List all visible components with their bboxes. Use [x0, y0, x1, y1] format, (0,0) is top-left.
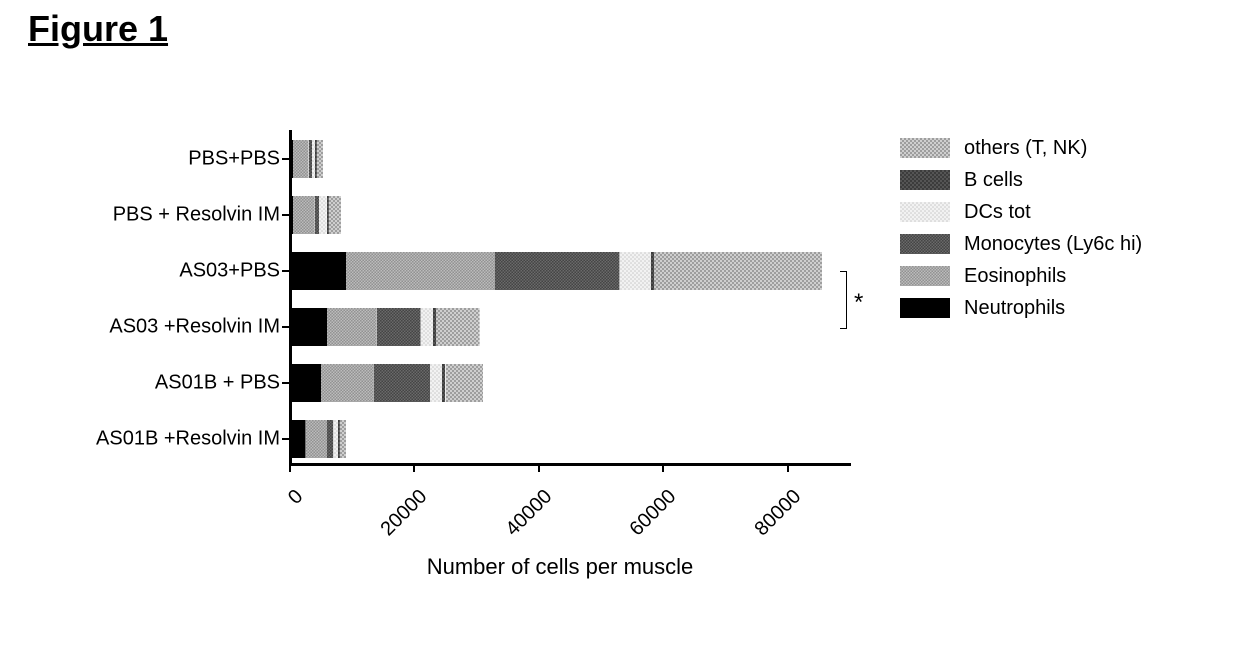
bar-segment: [436, 308, 480, 346]
bar-segment: [446, 364, 483, 402]
bar-segment: [620, 252, 651, 290]
bar-segment: [329, 196, 341, 234]
bar-segment: [290, 420, 306, 458]
legend-item: B cells: [900, 164, 1142, 196]
y-category-label: PBS + Resolvin IM: [0, 204, 280, 227]
x-tick-mark: [289, 464, 291, 472]
x-tick-mark: [662, 464, 664, 472]
bar-row: [290, 140, 323, 178]
x-tick-label: 20000: [360, 485, 433, 558]
y-category-label: AS01B + PBS: [0, 372, 280, 395]
y-axis-line: [289, 130, 292, 464]
legend-label: Monocytes (Ly6c hi): [964, 233, 1142, 256]
bar-segment: [321, 364, 374, 402]
significance-brace: [840, 271, 847, 329]
legend-label: others (T, NK): [964, 137, 1087, 160]
significance-asterisk: *: [854, 289, 863, 317]
legend-swatch: [900, 170, 950, 190]
y-category-label: AS03+PBS: [0, 260, 280, 283]
bar-segment: [327, 308, 377, 346]
bar-segment: [290, 252, 346, 290]
bar-segment: [495, 252, 619, 290]
x-axis-title: Number of cells per muscle: [310, 554, 810, 580]
bar-segment: [377, 308, 421, 346]
x-tick-label: 80000: [733, 485, 806, 558]
bar-segment: [654, 252, 822, 290]
x-tick-mark: [413, 464, 415, 472]
legend-swatch: [900, 138, 950, 158]
legend-item: Neutrophils: [900, 292, 1142, 324]
bar-segment: [290, 308, 327, 346]
bar-segment: [290, 364, 321, 402]
bar-row: [290, 252, 822, 290]
x-tick-mark: [787, 464, 789, 472]
legend-label: Neutrophils: [964, 297, 1065, 320]
legend-swatch: [900, 202, 950, 222]
legend-label: DCs tot: [964, 201, 1031, 224]
legend-item: DCs tot: [900, 196, 1142, 228]
legend-swatch: [900, 298, 950, 318]
legend-item: Eosinophils: [900, 260, 1142, 292]
y-category-label: PBS+PBS: [0, 148, 280, 171]
bar-segment: [430, 364, 442, 402]
bar-row: [290, 196, 341, 234]
bar-segment: [306, 420, 328, 458]
bar-segment: [340, 420, 346, 458]
legend-swatch: [900, 234, 950, 254]
y-category-label: AS01B +Resolvin IM: [0, 428, 280, 451]
y-category-label: AS03 +Resolvin IM: [0, 316, 280, 339]
bar-row: [290, 308, 480, 346]
bar-segment: [374, 364, 430, 402]
bar-segment: [317, 140, 323, 178]
bar-segment: [293, 196, 315, 234]
bar-segment: [421, 308, 433, 346]
chart-area: PBS+PBSPBS + Resolvin IMAS03+PBSAS03 +Re…: [290, 130, 850, 470]
legend-item: Monocytes (Ly6c hi): [900, 228, 1142, 260]
legend-item: others (T, NK): [900, 132, 1142, 164]
x-tick-label: 60000: [609, 485, 682, 558]
legend-swatch: [900, 266, 950, 286]
bar-segment: [319, 196, 326, 234]
x-tick-label: 40000: [484, 485, 557, 558]
bar-row: [290, 420, 346, 458]
x-tick-mark: [538, 464, 540, 472]
legend: others (T, NK) B cells DCs tot Monocytes (L…: [900, 132, 1142, 324]
figure-title: Figure 1: [28, 8, 168, 50]
bar-segment: [293, 140, 309, 178]
bar-row: [290, 364, 483, 402]
x-axis-line: [289, 463, 851, 466]
legend-label: Eosinophils: [964, 265, 1066, 288]
bar-segment: [346, 252, 495, 290]
x-tick-label: 0: [235, 485, 308, 558]
legend-label: B cells: [964, 169, 1023, 192]
